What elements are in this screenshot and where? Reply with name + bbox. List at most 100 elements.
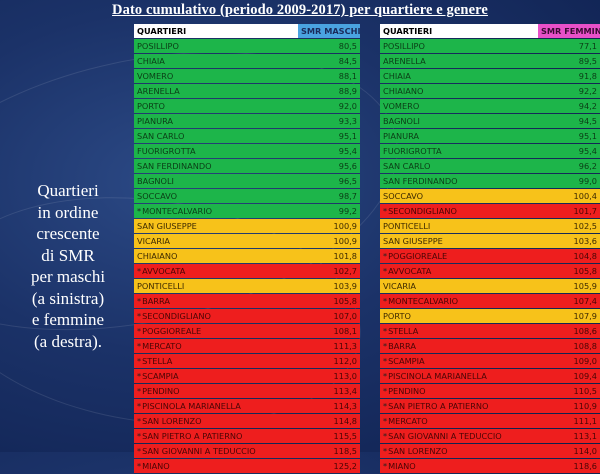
- table-row: POSILLIPO 80,5: [134, 38, 360, 54]
- table-row: PIANURA 95,1: [380, 128, 600, 144]
- smr-value: 92,0: [298, 98, 360, 114]
- quartiere-name: CHIAIA: [134, 53, 298, 69]
- quartiere-name: MERCATO: [134, 338, 298, 354]
- table-row: CHIAIA 91,8: [380, 68, 600, 84]
- quartiere-name: AVVOCATA: [380, 263, 538, 279]
- quartiere-name: PISCINOLA MARIANELLA: [134, 398, 298, 414]
- smr-value: 113,1: [538, 428, 600, 444]
- quartiere-name: VICARIA: [380, 278, 538, 294]
- table-row: CHIAIANO 101,8: [134, 248, 360, 264]
- smr-value: 94,2: [538, 98, 600, 114]
- smr-value: 118,6: [538, 458, 600, 474]
- table-row: SAN GIUSEPPE 100,9: [134, 218, 360, 234]
- smr-value: 109,0: [538, 353, 600, 369]
- quartiere-name: PIANURA: [380, 128, 538, 144]
- quartiere-name: MIANO: [134, 458, 298, 474]
- quartiere-name: PENDINO: [380, 383, 538, 399]
- quartiere-name: PORTO: [134, 98, 298, 114]
- quartiere-name: POGGIOREALE: [134, 323, 298, 339]
- smr-value: 103,6: [538, 233, 600, 249]
- quartiere-name: PIANURA: [134, 113, 298, 129]
- smr-value: 115,5: [298, 428, 360, 444]
- table-row: ARENELLA 89,5: [380, 53, 600, 69]
- table-row: SAN GIUSEPPE 103,6: [380, 233, 600, 249]
- table-row: PIANURA 93,3: [134, 113, 360, 129]
- smr-females-table: QUARTIERI SMR FEMMINE POSILLIPO77,1ARENE…: [380, 24, 600, 474]
- quartiere-name: BARRA: [134, 293, 298, 309]
- quartiere-name: CHIAIA: [380, 68, 538, 84]
- slide-title: Dato cumulativo (periodo 2009-2017) per …: [112, 2, 488, 18]
- quartiere-name: MIANO: [380, 458, 538, 474]
- quartiere-name: SAN GIUSEPPE: [380, 233, 538, 249]
- quartiere-name: MONTECALVARIO: [134, 203, 298, 219]
- quartiere-name: SCAMPIA: [134, 368, 298, 384]
- smr-value: 77,1: [538, 38, 600, 54]
- quartiere-name: SOCCAVO: [380, 188, 538, 204]
- smr-value: 114,0: [538, 443, 600, 459]
- caption-line: Quartieri: [37, 181, 99, 200]
- caption-line: e femmine: [31, 310, 105, 329]
- smr-value: 101,8: [298, 248, 360, 264]
- table-row: FUORIGROTTA 95,4: [134, 143, 360, 159]
- quartiere-name: BARRA: [380, 338, 538, 354]
- table-row: SAN FERDINANDO 95,6: [134, 158, 360, 174]
- smr-value: 112,0: [298, 353, 360, 369]
- quartiere-name: SAN CARLO: [380, 158, 538, 174]
- table-row: SAN CARLO 96,2: [380, 158, 600, 174]
- smr-value: 118,5: [298, 443, 360, 459]
- table-row: SAN FERDINANDO 99,0: [380, 173, 600, 189]
- smr-value: 95,1: [298, 128, 360, 144]
- caption-line: (a sinistra): [31, 288, 105, 308]
- smr-value: 114,3: [298, 398, 360, 414]
- smr-value: 108,6: [538, 323, 600, 339]
- table-row: PORTO 92,0: [134, 98, 360, 114]
- smr-value: 95,6: [298, 158, 360, 174]
- table-row: PONTICELLI 103,9: [134, 278, 360, 294]
- smr-value: 98,7: [298, 188, 360, 204]
- table-header-row: QUARTIERI SMR FEMMINE: [380, 24, 600, 39]
- table-row: FUORIGROTTA 95,4: [380, 143, 600, 159]
- quartiere-name: ARENELLA: [380, 53, 538, 69]
- smr-males-table-body: QUARTIERI SMR MASCHI POSILLIPO 80,5 CHIAIA…: [134, 24, 360, 474]
- quartiere-name: PISCINOLA MARIANELLA: [380, 368, 538, 384]
- header-quartieri: QUARTIERI: [134, 24, 298, 39]
- smr-value: 100,4: [538, 188, 600, 204]
- quartiere-name: PENDINO: [134, 383, 298, 399]
- caption-line: per maschi: [30, 267, 106, 286]
- smr-value: 95,4: [538, 143, 600, 159]
- quartiere-name: SCAMPIA: [380, 353, 538, 369]
- smr-value: 100,9: [298, 218, 360, 234]
- smr-value: 125,2: [298, 458, 360, 474]
- smr-value: 96,2: [538, 158, 600, 174]
- smr-value: 110,9: [538, 398, 600, 414]
- quartiere-name: SAN LORENZO: [134, 413, 298, 429]
- quartiere-name: FUORIGROTTA: [134, 143, 298, 159]
- smr-males-table: QUARTIERI SMR MASCHI POSILLIPO 80,5 CHIAIA…: [134, 24, 360, 474]
- smr-value: 104,8: [538, 248, 600, 264]
- header-smr-maschi: SMR MASCHI: [298, 24, 360, 39]
- header-quartieri: QUARTIERI: [380, 24, 538, 39]
- caption-line: di SMR: [41, 245, 95, 265]
- smr-value: 95,4: [298, 143, 360, 159]
- table-row: VICARIA 105,9: [380, 278, 600, 294]
- smr-value: 88,1: [298, 68, 360, 84]
- quartiere-name: PORTO: [380, 308, 538, 324]
- quartiere-name: FUORIGROTTA: [380, 143, 538, 159]
- smr-value: 107,4: [538, 293, 600, 309]
- quartiere-name: PONTICELLI: [134, 278, 298, 294]
- quartiere-name: CHIAIANO: [134, 248, 298, 264]
- quartiere-name: AVVOCATA: [134, 263, 298, 279]
